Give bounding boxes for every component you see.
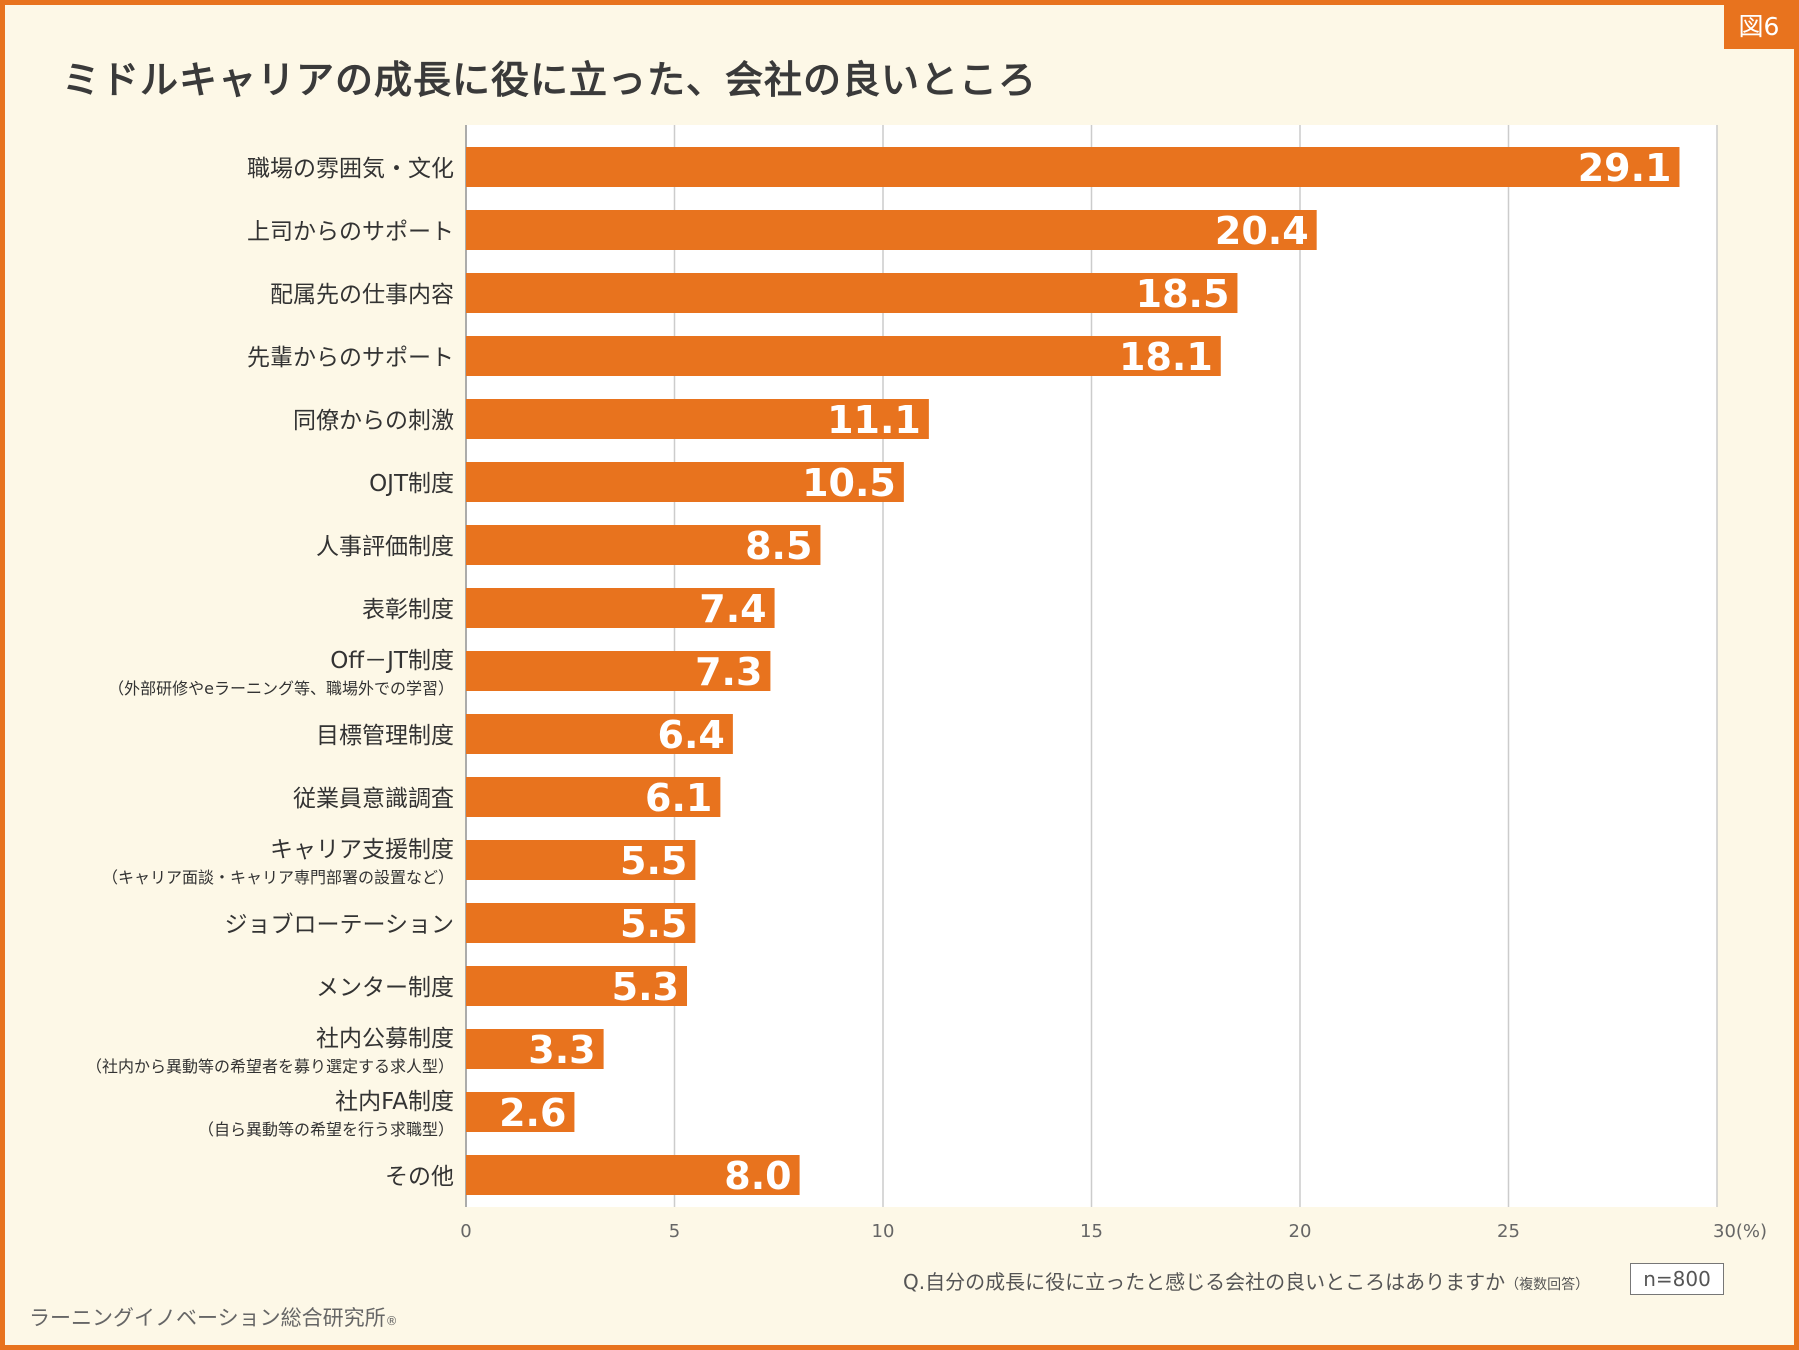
bar-value-label: 8.0 (724, 1154, 791, 1198)
x-tick-label: 15 (1080, 1221, 1103, 1242)
question-text: Q.自分の成長に役に立ったと感じる会社の良いところはありますか (903, 1270, 1506, 1294)
bar-value-label: 11.1 (827, 398, 921, 442)
bar (466, 777, 721, 817)
category-label: その他 (385, 1164, 454, 1190)
bar-value-label: 18.5 (1136, 272, 1230, 316)
bar (466, 525, 821, 565)
bar (466, 1029, 604, 1069)
bar (466, 840, 696, 880)
chart-title: ミドルキャリアの成長に役に立った、会社の良いところ (62, 58, 1038, 102)
x-tick-label: 30(%) (1713, 1221, 1767, 1242)
category-label: 目標管理制度 (316, 723, 454, 749)
category-label: 従業員意識調査 (293, 786, 454, 812)
category-label: 表彰制度 (362, 597, 454, 623)
bar (466, 147, 1680, 187)
bar-value-label: 2.6 (499, 1091, 566, 1135)
bar (466, 399, 929, 439)
bar (466, 1155, 800, 1195)
x-tick-label: 0 (460, 1221, 471, 1242)
category-sublabel: （社内から異動等の希望者を募り選定する求人型） (86, 1057, 454, 1076)
category-label: キャリア支援制度 (270, 837, 454, 863)
category-sublabel: （キャリア面談・キャリア専門部署の設置など） (102, 868, 454, 887)
bar (466, 210, 1317, 250)
survey-question: Q.自分の成長に役に立ったと感じる会社の良いところはありますか（複数回答） (903, 1266, 1589, 1295)
category-label: 配属先の仕事内容 (270, 282, 454, 308)
category-sublabel: （自ら異動等の希望を行う求職型） (198, 1120, 454, 1139)
registered-mark: ® (385, 1314, 398, 1328)
bar-value-label: 6.1 (645, 776, 712, 820)
bar-value-label: 10.5 (802, 461, 896, 505)
category-label: 同僚からの刺激 (293, 408, 454, 434)
category-label: 先輩からのサポート (247, 345, 454, 371)
bar-value-label: 5.5 (620, 839, 687, 883)
bar-value-label: 8.5 (745, 524, 812, 568)
category-label: 職場の雰囲気・文化 (247, 156, 454, 182)
bar-value-label: 3.3 (528, 1028, 595, 1072)
category-label: 人事評価制度 (316, 534, 454, 560)
x-tick-label: 20 (1289, 1221, 1312, 1242)
source-credit: ラーニングイノベーション総合研究所® (29, 1302, 398, 1332)
bar (466, 714, 733, 754)
bar (466, 273, 1238, 313)
bar (466, 903, 696, 943)
bar (466, 336, 1221, 376)
bar-value-label: 5.3 (612, 965, 679, 1009)
category-label: 上司からのサポート (247, 219, 454, 245)
bar-value-label: 7.4 (699, 587, 766, 631)
question-note: （複数回答） (1505, 1277, 1590, 1293)
category-sublabel: （外部研修やeラーニング等、職場外での学習） (108, 679, 454, 698)
bar (466, 588, 775, 628)
bar (466, 462, 904, 502)
bar-chart: 0 5 10 15 20 25 30(%) 29.1 職場の雰囲気・文化 20.4 上司からのサポー… (86, 125, 1767, 1242)
category-label: 社内公募制度 (316, 1026, 454, 1052)
bar-value-label: 7.3 (695, 650, 762, 694)
category-label: 社内FA制度 (335, 1089, 454, 1115)
sample-size-box: n=800 (1630, 1263, 1724, 1295)
category-label: ジョブローテーション (224, 912, 454, 938)
category-label: Off－JT制度 (330, 648, 454, 674)
category-label: OJT制度 (369, 471, 454, 497)
source-text: ラーニングイノベーション総合研究所 (29, 1306, 386, 1330)
bar (466, 1092, 575, 1132)
bar-value-label: 20.4 (1215, 209, 1309, 253)
bar-value-label: 5.5 (620, 902, 687, 946)
category-label: メンター制度 (316, 975, 454, 1001)
bar (466, 966, 688, 1006)
bar-value-label: 6.4 (658, 713, 725, 757)
x-tick-label: 5 (669, 1221, 680, 1242)
bar (466, 651, 771, 691)
bar-value-label: 29.1 (1578, 146, 1672, 190)
bar-value-label: 18.1 (1119, 335, 1213, 379)
x-tick-label: 10 (872, 1221, 895, 1242)
x-tick-label: 25 (1497, 1221, 1520, 1242)
figure-badge: 図6 (1724, 5, 1794, 49)
